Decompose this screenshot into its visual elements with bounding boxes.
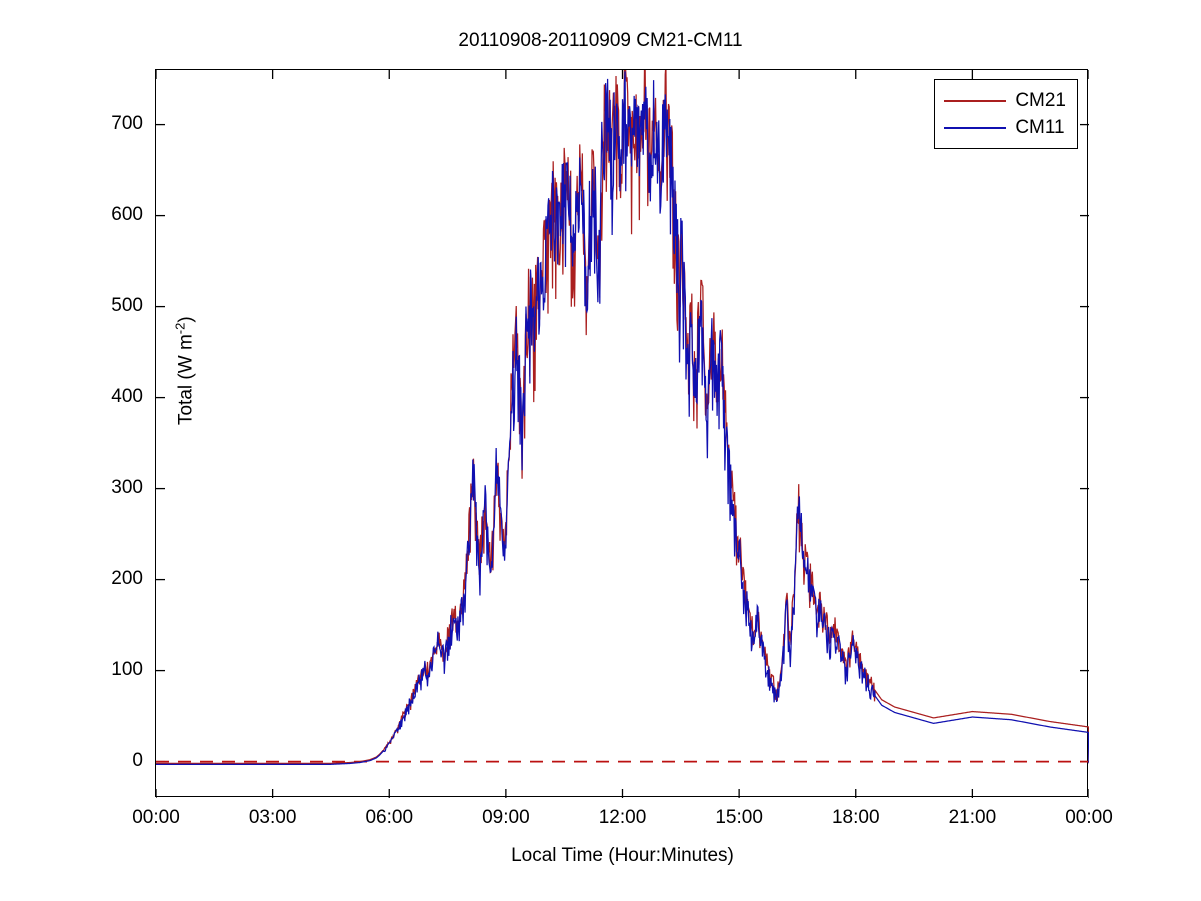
y-tick-label: 700 (111, 112, 143, 134)
plot-svg (156, 70, 1089, 798)
y-axis-label-exponent: -2 (172, 322, 188, 335)
legend-swatch-icon (944, 99, 1007, 102)
y-axis-label-tail: ) (175, 316, 197, 323)
y-axis-label-text: Total (W m (175, 334, 197, 426)
legend-item-cm21[interactable]: CM21 (944, 87, 1066, 114)
legend[interactable]: CM21 CM11 (934, 79, 1078, 149)
x-tick-label: 18:00 (831, 807, 880, 828)
legend-label: CM21 (1015, 90, 1066, 111)
x-tick-label: 00:00 (132, 807, 180, 828)
y-tick-label: 100 (111, 658, 143, 680)
plot-area: 0 100 200 300 400 500 600 700 00:00 03:00 06:00 09… (111, 69, 1113, 866)
axis-ticks (156, 70, 1089, 798)
x-tick-label: 09:00 (482, 807, 530, 828)
series-line-cm11 (156, 71, 1089, 765)
legend-swatch-icon (944, 126, 1007, 129)
y-tick-label: 200 (111, 567, 143, 589)
x-tick-label: 12:00 (598, 807, 647, 828)
legend-label: CM11 (1015, 117, 1065, 138)
x-tick-label: 15:00 (715, 807, 763, 828)
x-tick-label: 21:00 (948, 807, 997, 828)
x-tick-label: 06:00 (365, 807, 414, 828)
y-tick-label: 400 (111, 385, 143, 407)
y-axis-label: Total (W m-2) (172, 241, 197, 501)
series-line-cm21 (156, 70, 1089, 765)
legend-item-cm11[interactable]: CM11 (944, 114, 1066, 141)
y-tick-label: 600 (111, 203, 143, 225)
x-tick-label: 03:00 (248, 807, 297, 828)
data-series-group (156, 70, 1089, 765)
x-axis-label: Local Time (Hour:Minutes) (511, 845, 734, 866)
y-tick-label: 500 (111, 294, 143, 316)
y-tick-label: 0 (132, 749, 143, 771)
page-title: 20110908-20110909 CM21-CM11 (458, 30, 743, 51)
y-tick-label: 300 (111, 476, 143, 498)
x-tick-label: 00:00 (1065, 807, 1113, 828)
